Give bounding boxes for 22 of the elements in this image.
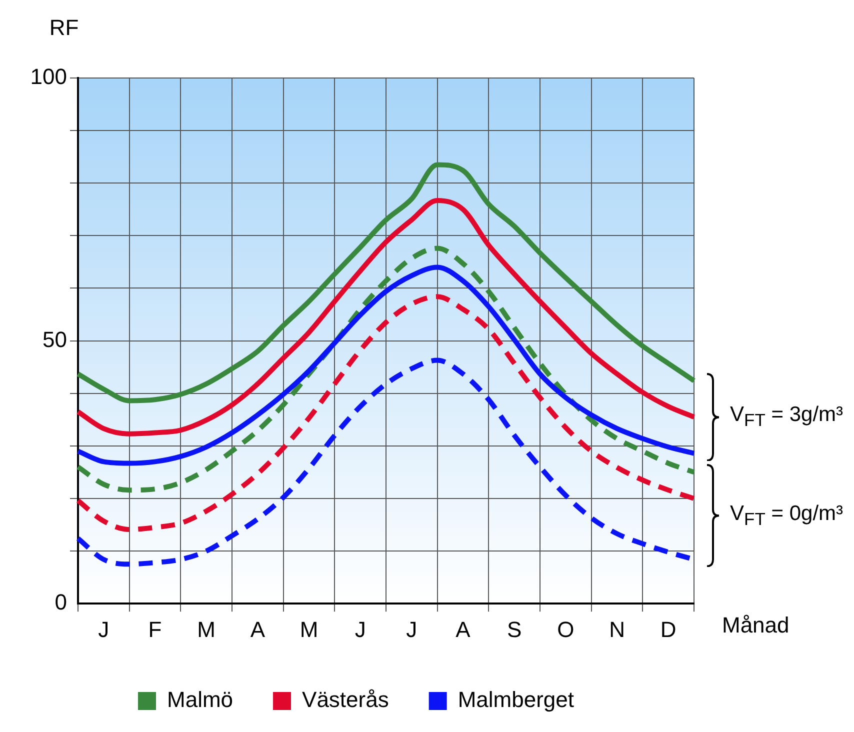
x-tick-label: D — [660, 616, 676, 642]
y-tick-label: 100 — [30, 64, 67, 90]
legend-label: Malmberget — [458, 687, 574, 712]
x-tick-label: F — [148, 616, 162, 642]
x-tick-label: J — [98, 616, 110, 642]
x-tick-label: M — [300, 616, 318, 642]
legend-label: Västerås — [302, 687, 389, 712]
text: V$_{FT}$ = 0g/m³ — [730, 502, 844, 530]
legend-label: Malmö — [167, 687, 234, 712]
x-tick-label: A — [250, 616, 266, 642]
x-tick-label: J — [354, 616, 366, 642]
x-axis-title: Månad — [722, 612, 790, 638]
x-tick-label: J — [406, 616, 418, 642]
y-tick-label: 0 — [54, 590, 67, 615]
x-tick-label: O — [557, 616, 574, 642]
x-tick-label: A — [456, 616, 471, 642]
x-tick-label: S — [506, 616, 522, 642]
x-tick-label: M — [197, 616, 216, 642]
text: V$_{FT}$ = 3g/m³ — [730, 403, 844, 432]
x-tick-label: N — [609, 616, 625, 642]
y-axis-title: RF — [49, 15, 79, 40]
y-tick-label: 50 — [42, 326, 67, 352]
